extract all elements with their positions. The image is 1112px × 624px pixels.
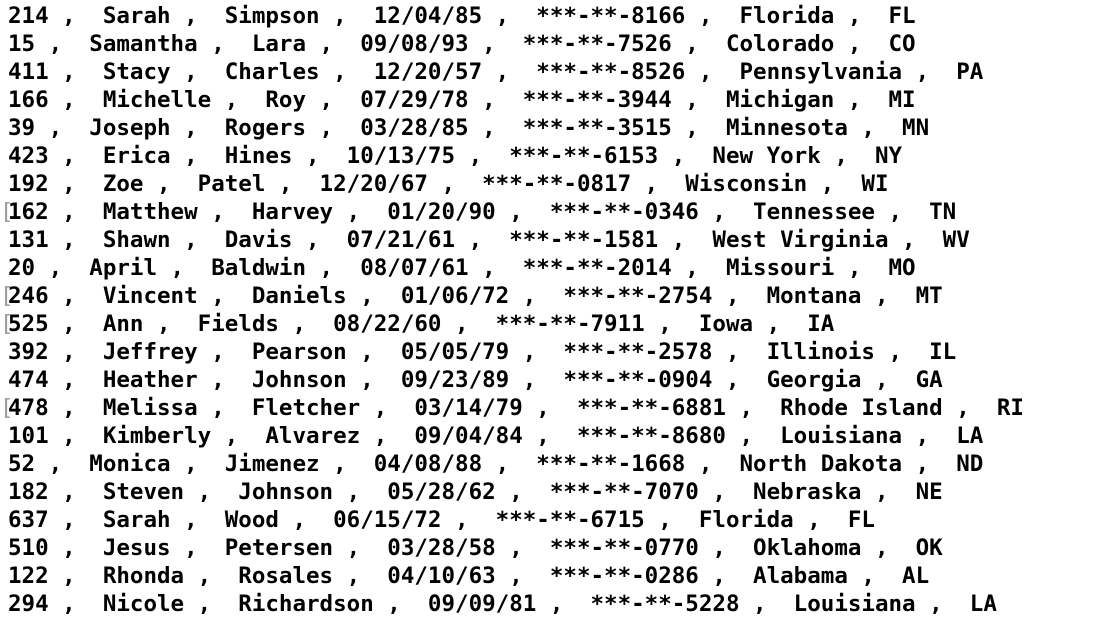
output-line: 20 , April , Baldwin , 08/07/61 , ***-**… xyxy=(0,254,1112,282)
output-line: 192 , Zoe , Patel , 12/20/67 , ***-**-08… xyxy=(0,170,1112,198)
line-text: 192 , Zoe , Patel , 12/20/67 , ***-**-08… xyxy=(8,171,889,197)
line-text: 478 , Melissa , Fletcher , 03/14/79 , **… xyxy=(8,395,1024,421)
line-marker: [ xyxy=(0,311,14,337)
line-text: 20 , April , Baldwin , 08/07/61 , ***-**… xyxy=(8,255,916,281)
output-line: 122 , Rhonda , Rosales , 04/10/63 , ***-… xyxy=(0,562,1112,590)
line-text: 637 , Sarah , Wood , 06/15/72 , ***-**-6… xyxy=(8,507,875,533)
output-line: [478 , Melissa , Fletcher , 03/14/79 , *… xyxy=(0,394,1112,422)
output-line: 474 , Heather , Johnson , 09/23/89 , ***… xyxy=(0,366,1112,394)
line-text: 122 , Rhonda , Rosales , 04/10/63 , ***-… xyxy=(8,563,930,589)
output-line: 423 , Erica , Hines , 10/13/75 , ***-**-… xyxy=(0,142,1112,170)
line-text: 423 , Erica , Hines , 10/13/75 , ***-**-… xyxy=(8,143,903,169)
line-text: 131 , Shawn , Davis , 07/21/61 , ***-**-… xyxy=(8,227,970,253)
line-text: 162 , Matthew , Harvey , 01/20/90 , ***-… xyxy=(8,199,957,225)
output-line: 52 , Monica , Jimenez , 04/08/88 , ***-*… xyxy=(0,450,1112,478)
line-text: 101 , Kimberly , Alvarez , 09/04/84 , **… xyxy=(8,423,984,449)
output-line: 411 , Stacy , Charles , 12/20/57 , ***-*… xyxy=(0,58,1112,86)
output-line: 294 , Nicole , Richardson , 09/09/81 , *… xyxy=(0,590,1112,618)
output-line: 214 , Sarah , Simpson , 12/04/85 , ***-*… xyxy=(0,2,1112,30)
output-line: 131 , Shawn , Davis , 07/21/61 , ***-**-… xyxy=(0,226,1112,254)
line-text: 294 , Nicole , Richardson , 09/09/81 , *… xyxy=(8,591,997,617)
output-line: [246 , Vincent , Daniels , 01/06/72 , **… xyxy=(0,282,1112,310)
output-line: [525 , Ann , Fields , 08/22/60 , ***-**-… xyxy=(0,310,1112,338)
line-text: 411 , Stacy , Charles , 12/20/57 , ***-*… xyxy=(8,59,984,85)
line-text: 214 , Sarah , Simpson , 12/04/85 , ***-*… xyxy=(8,3,916,29)
output-line: 392 , Jeffrey , Pearson , 05/05/79 , ***… xyxy=(0,338,1112,366)
line-text: 474 , Heather , Johnson , 09/23/89 , ***… xyxy=(8,367,943,393)
line-text: 39 , Joseph , Rogers , 03/28/85 , ***-**… xyxy=(8,115,930,141)
line-marker: [ xyxy=(0,199,14,225)
output-line: 15 , Samantha , Lara , 09/08/93 , ***-**… xyxy=(0,30,1112,58)
line-marker: [ xyxy=(0,395,14,421)
line-text: 392 , Jeffrey , Pearson , 05/05/79 , ***… xyxy=(8,339,957,365)
output-line: 637 , Sarah , Wood , 06/15/72 , ***-**-6… xyxy=(0,506,1112,534)
line-text: 52 , Monica , Jimenez , 04/08/88 , ***-*… xyxy=(8,451,984,477)
line-marker: [ xyxy=(0,283,14,309)
output-line: 101 , Kimberly , Alvarez , 09/04/84 , **… xyxy=(0,422,1112,450)
output-line: 182 , Steven , Johnson , 05/28/62 , ***-… xyxy=(0,478,1112,506)
line-text: 246 , Vincent , Daniels , 01/06/72 , ***… xyxy=(8,283,943,309)
output-line: [162 , Matthew , Harvey , 01/20/90 , ***… xyxy=(0,198,1112,226)
line-text: 15 , Samantha , Lara , 09/08/93 , ***-**… xyxy=(8,31,916,57)
line-text: 166 , Michelle , Roy , 07/29/78 , ***-**… xyxy=(8,87,916,113)
line-text: 510 , Jesus , Petersen , 03/28/58 , ***-… xyxy=(8,535,943,561)
output-line: 166 , Michelle , Roy , 07/29/78 , ***-**… xyxy=(0,86,1112,114)
line-text: 182 , Steven , Johnson , 05/28/62 , ***-… xyxy=(8,479,943,505)
output-line: 39 , Joseph , Rogers , 03/28/85 , ***-**… xyxy=(0,114,1112,142)
output-line: 510 , Jesus , Petersen , 03/28/58 , ***-… xyxy=(0,534,1112,562)
line-text: 525 , Ann , Fields , 08/22/60 , ***-**-7… xyxy=(8,311,835,337)
